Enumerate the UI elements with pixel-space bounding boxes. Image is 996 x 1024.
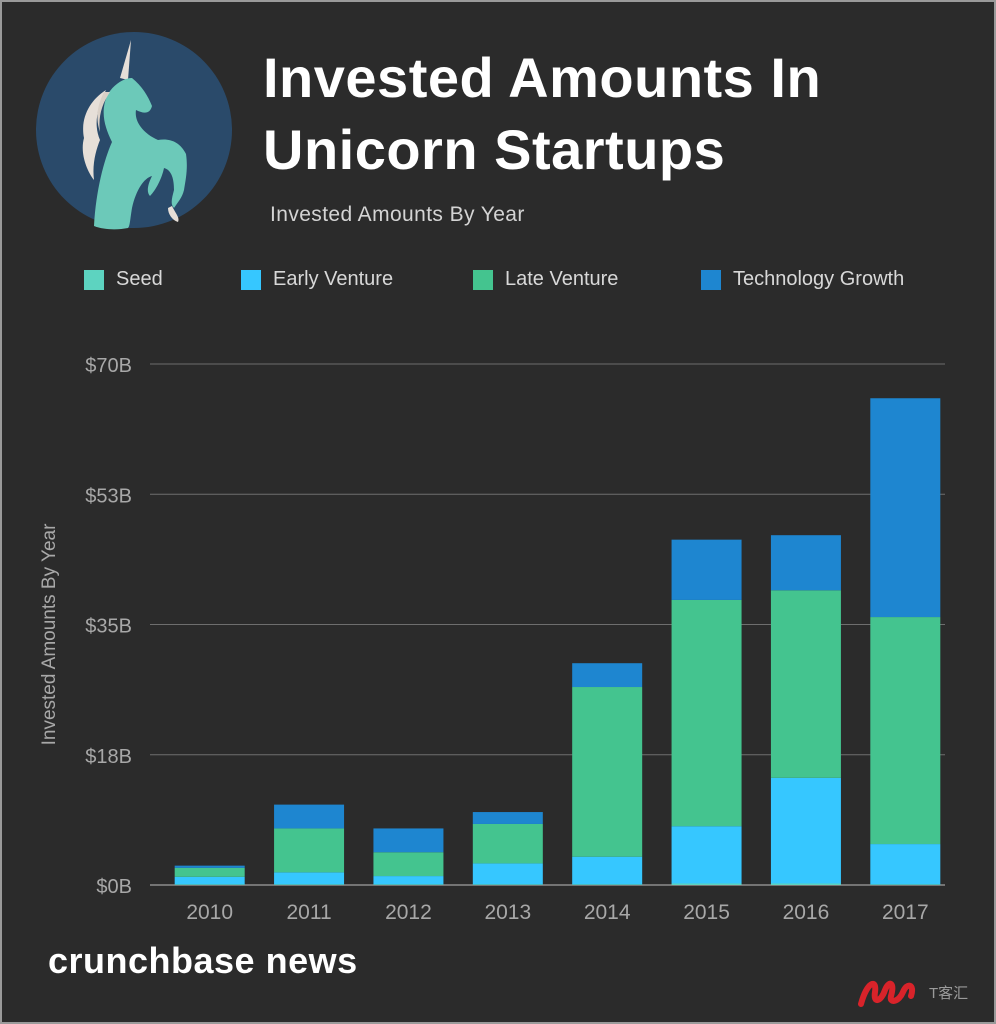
x-tick-label: 2013 xyxy=(484,901,531,924)
bar-segment-early-venture xyxy=(373,876,444,885)
unicorn-icon xyxy=(82,40,187,230)
x-tick-label: 2010 xyxy=(186,901,233,924)
bar-segment-late-venture xyxy=(770,590,841,778)
y-tick-label: $35B xyxy=(85,616,132,638)
bar-segment-late-venture xyxy=(671,599,742,827)
unicorn-logo xyxy=(36,32,232,230)
bar-segment-seed xyxy=(572,884,643,885)
legend-swatch-seed xyxy=(84,269,104,290)
x-tick-label: 2012 xyxy=(385,901,432,924)
x-tick-label: 2014 xyxy=(584,901,631,924)
bar-segment-seed xyxy=(770,883,841,885)
x-tick-label: 2016 xyxy=(783,901,830,924)
bar-segment-early-venture xyxy=(274,872,345,885)
y-tick-label: $0B xyxy=(96,876,132,898)
bar-segment-technology-growth xyxy=(671,539,742,600)
bar-segment-early-venture xyxy=(870,844,941,885)
bar-segment-seed xyxy=(373,884,444,885)
bar-segment-late-venture xyxy=(373,852,444,877)
bar-segment-technology-growth xyxy=(770,535,841,591)
bar-segment-technology-growth xyxy=(274,804,345,829)
legend-label-late-venture: Late Venture xyxy=(505,268,619,290)
bar-segment-early-venture xyxy=(174,876,245,885)
bar-segment-early-venture xyxy=(472,863,543,885)
bar-segment-seed xyxy=(671,883,742,885)
bar-segment-late-venture xyxy=(274,828,345,873)
bar-segment-seed xyxy=(472,884,543,885)
legend-item-early-venture: Early Venture xyxy=(241,268,393,291)
legend-label-early-venture: Early Venture xyxy=(273,268,394,290)
legend-item-technology-growth: Technology Growth xyxy=(701,268,904,291)
bar-segment-seed xyxy=(274,884,345,885)
bar-segment-early-venture xyxy=(671,826,742,884)
bar-segment-technology-growth xyxy=(870,398,941,618)
legend-swatch-technology-growth xyxy=(701,269,721,290)
bar-segment-late-venture xyxy=(472,823,543,864)
bar-segment-early-venture xyxy=(770,777,841,884)
legend-swatch-late-venture xyxy=(473,269,493,290)
y-tick-label: $18B xyxy=(85,746,132,768)
bar-segment-late-venture xyxy=(870,617,941,845)
legend-item-seed: Seed xyxy=(84,268,163,291)
y-axis-label: Invested Amounts By Year xyxy=(39,523,60,745)
y-tick-label: $53B xyxy=(85,485,132,507)
legend-item-late-venture: Late Venture xyxy=(473,268,618,291)
bar-segment-seed xyxy=(870,884,941,885)
tkehui-logo-icon xyxy=(858,980,915,1007)
crunchbase-news-logo: crunchbase news xyxy=(48,940,358,981)
x-tick-label: 2015 xyxy=(683,901,730,924)
legend-label-seed: Seed xyxy=(116,268,163,290)
bar-segment-late-venture xyxy=(174,867,245,877)
watermark-text: T客汇 xyxy=(929,984,969,1002)
x-tick-label: 2017 xyxy=(882,901,929,924)
bar-segment-seed xyxy=(174,884,245,885)
bar-segment-technology-growth xyxy=(572,663,643,688)
bar-segment-technology-growth xyxy=(174,865,245,868)
bar-segment-technology-growth xyxy=(472,812,543,824)
bar-segment-late-venture xyxy=(572,687,643,857)
chart-subtitle: Invested Amounts By Year xyxy=(270,203,525,226)
watermark: T客汇 xyxy=(855,972,968,1012)
legend-label-technology-growth: Technology Growth xyxy=(733,268,905,290)
bar-segment-early-venture xyxy=(572,856,643,885)
bar-segment-technology-growth xyxy=(373,828,444,853)
y-tick-label: $70B xyxy=(85,355,132,377)
legend-swatch-early-venture xyxy=(241,269,261,290)
x-tick-label: 2011 xyxy=(286,901,331,924)
chart-title: Invested Amounts In Unicorn Startups xyxy=(263,46,822,181)
